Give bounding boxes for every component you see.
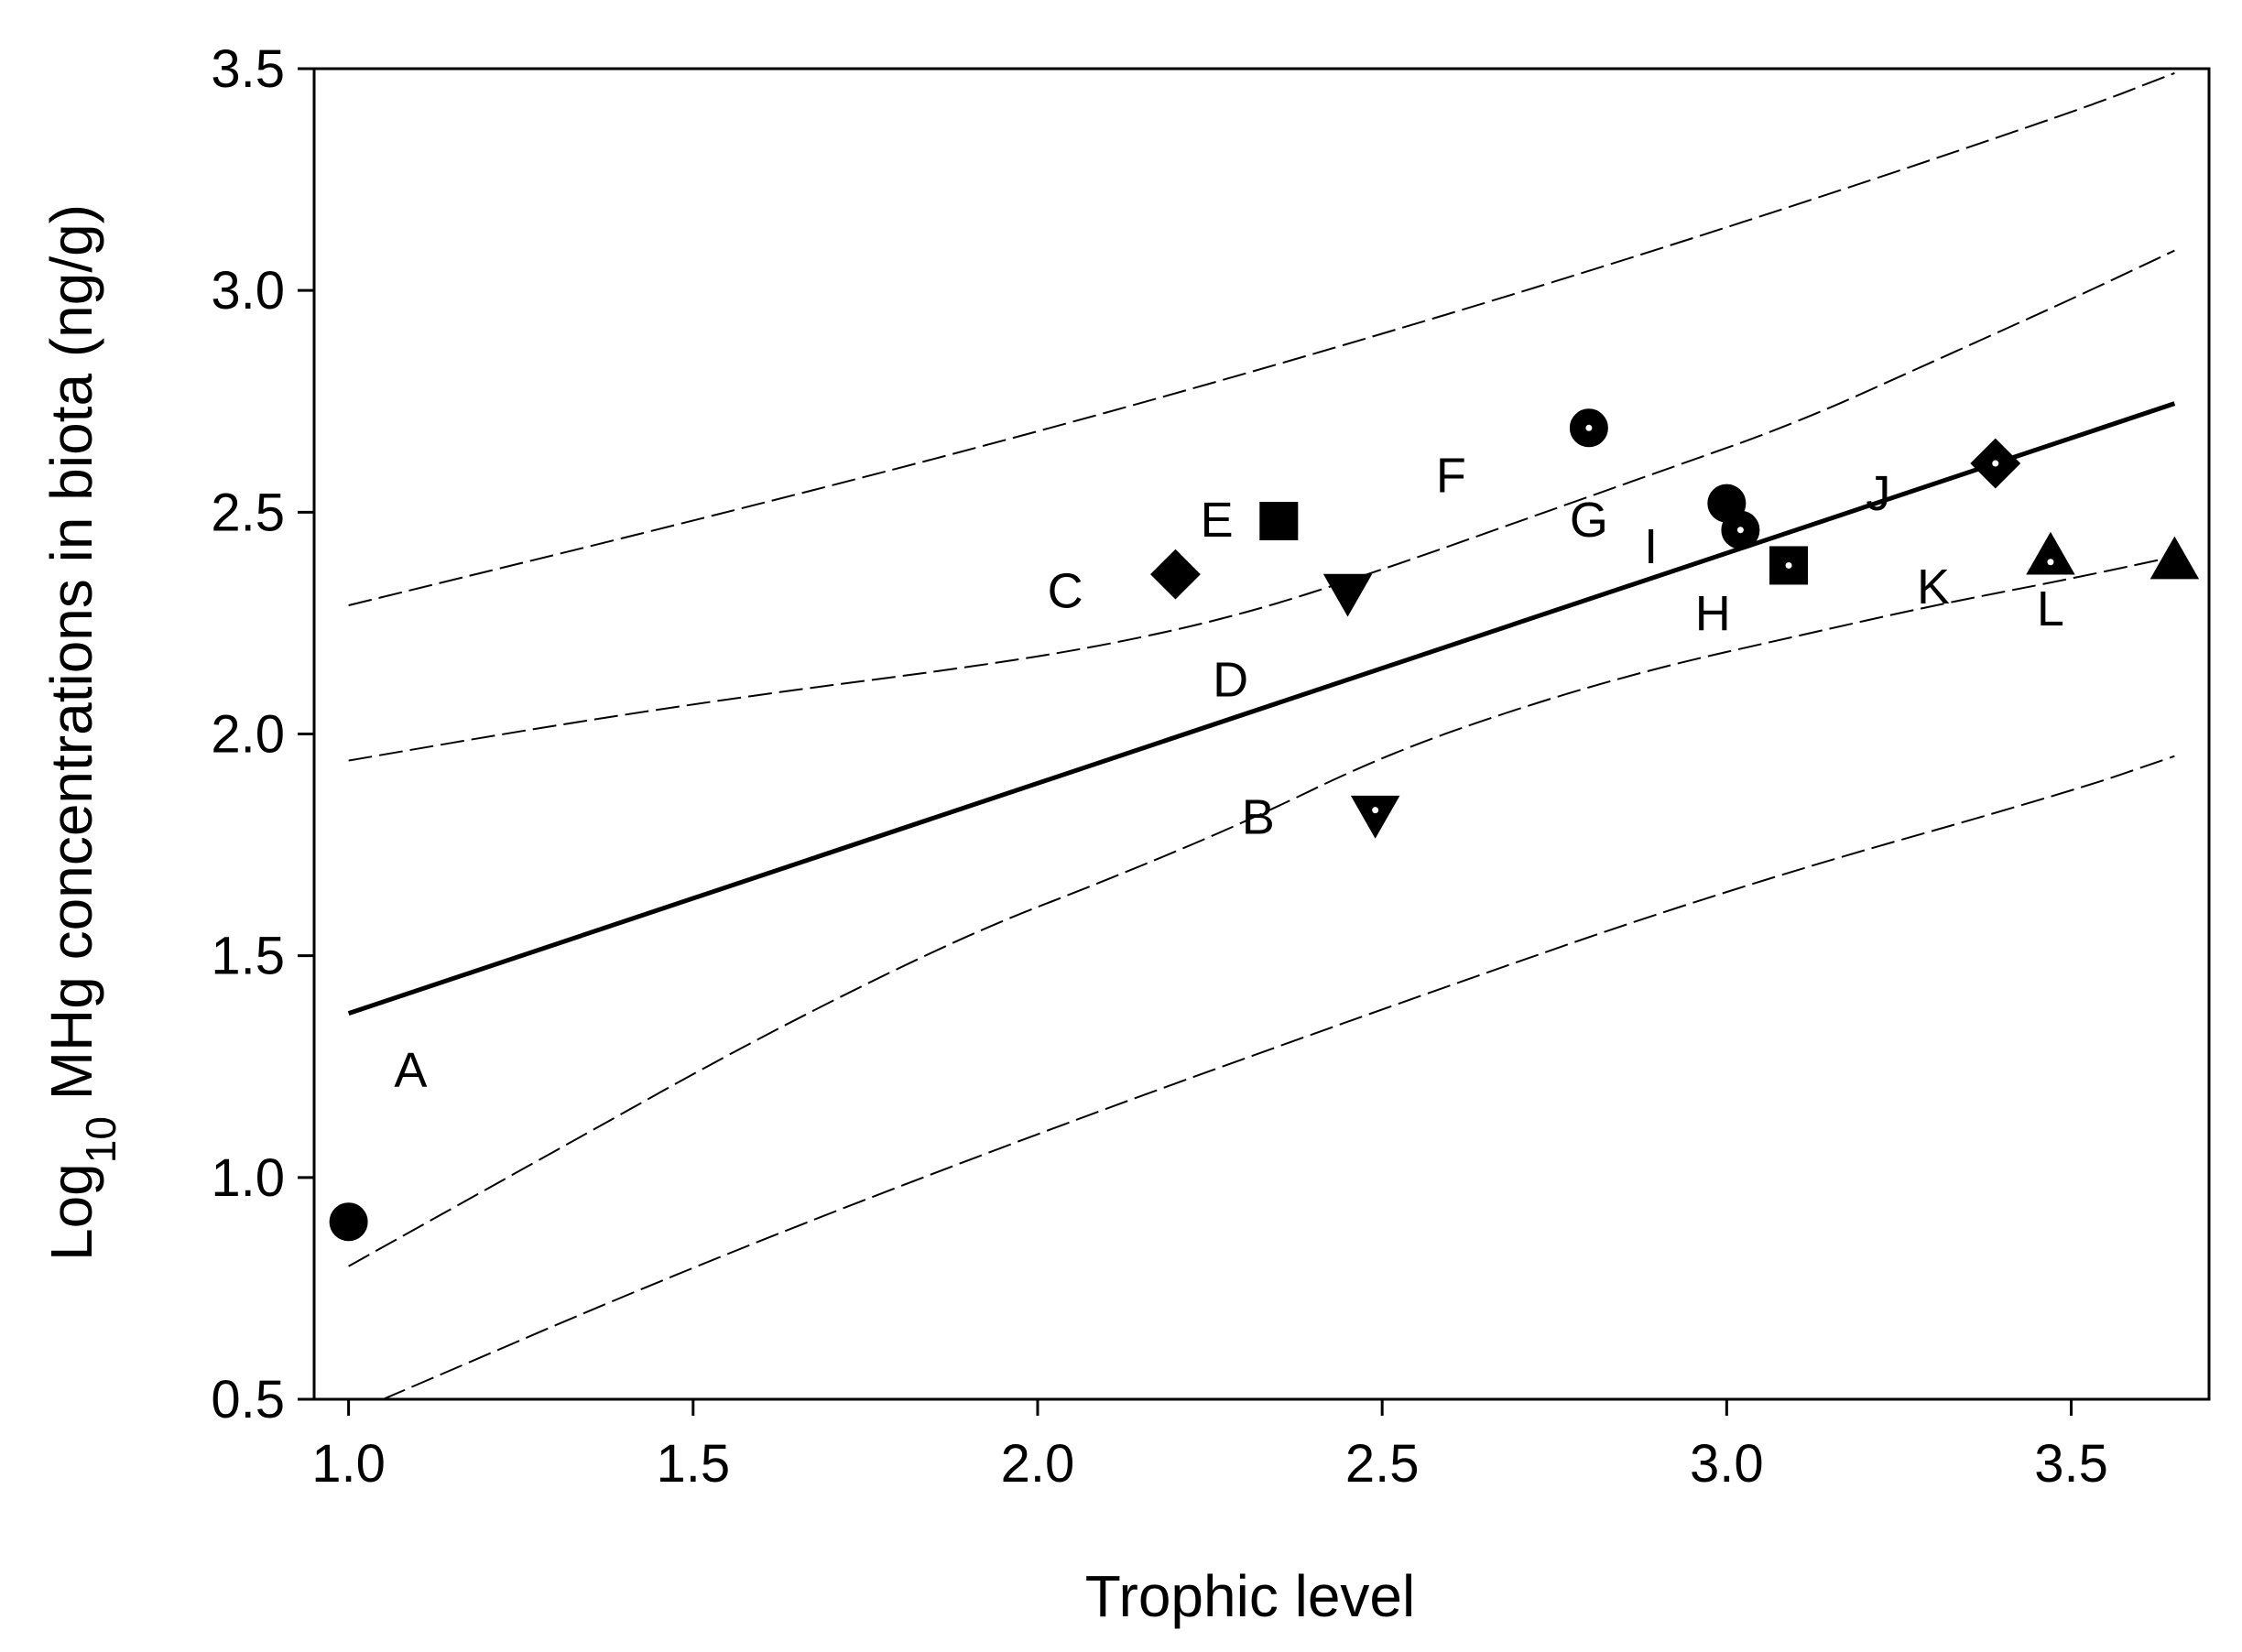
x-axis-label: Trophic level (1085, 1563, 1415, 1629)
point-label-a: A (394, 1043, 427, 1098)
y-axis-label: Log10 MHg concentrations in biota (ng/g) (38, 204, 125, 1261)
data-point-triangle-up (2026, 531, 2075, 575)
point-label-g: G (1570, 493, 1608, 548)
confidence-upper-line (348, 249, 2175, 762)
prediction-lower-line (382, 755, 2175, 1400)
y-tick-label: 3.5 (211, 39, 285, 99)
data-points (329, 408, 2200, 1242)
data-point-circle (1569, 408, 1608, 448)
data-point-diamond (1970, 438, 2021, 489)
data-point-square (1259, 502, 1299, 541)
point-label-e: E (1201, 493, 1234, 548)
tick-layer: 1.0 1.5 2.0 2.5 3.0 3.5 0.5 1.0 1.5 2.0 2.5 3.0 3.5 (211, 39, 2107, 1494)
y-tick-label: 2.0 (211, 705, 285, 765)
x-tick-label: 2.0 (1001, 1434, 1075, 1494)
x-tick-label: 2.5 (1345, 1434, 1420, 1494)
prediction-upper-line (348, 71, 2175, 607)
data-point-triangle-up (2149, 536, 2200, 580)
regression-line (347, 401, 2176, 1016)
point-label-h: H (1695, 586, 1731, 641)
point-label-k: K (1917, 560, 1950, 614)
point-label-l: L (2037, 581, 2064, 636)
confidence-lower-line (348, 555, 2175, 1267)
data-point-triangle-down (1322, 573, 1373, 617)
prediction-band (348, 71, 2175, 1400)
point-labels: A B C D E F G HI JK L (394, 449, 2064, 1098)
y-tick-label: 0.5 (211, 1370, 285, 1429)
x-tick-label: 1.5 (656, 1434, 730, 1494)
confidence-band (348, 249, 2175, 1267)
point-label-c: C (1048, 564, 1083, 619)
data-point-circle (1721, 510, 1760, 549)
data-point-diamond (1150, 549, 1201, 600)
data-point-circle (329, 1202, 368, 1242)
x-tick-label: 3.0 (1690, 1434, 1764, 1494)
plot-frame (312, 67, 2211, 1401)
point-label-j: J (1866, 466, 1890, 521)
y-tick-label: 3.0 (211, 261, 285, 321)
plot-axes (312, 67, 2211, 1401)
y-tick-label: 1.5 (211, 927, 285, 986)
y-tick-label: 1.0 (211, 1148, 285, 1208)
y-axis-label-subscript: 10 (77, 1116, 125, 1163)
x-tick-label: 3.5 (2034, 1434, 2108, 1494)
data-point-square (1769, 546, 1809, 585)
x-tick-label: 1.0 (311, 1434, 386, 1494)
data-point-triangle-down (1350, 795, 1400, 839)
point-label-d: D (1213, 653, 1248, 708)
y-tick-label: 2.5 (211, 483, 285, 542)
regression-layer (347, 401, 2176, 1016)
point-label-f: F (1436, 449, 1466, 504)
point-label-b: B (1242, 790, 1275, 845)
y-axis-label-rest: MHg concentrations in biota (ng/g) (38, 204, 104, 1116)
point-label-i: I (1644, 519, 1658, 574)
y-axis-label-log: Log (38, 1163, 104, 1261)
